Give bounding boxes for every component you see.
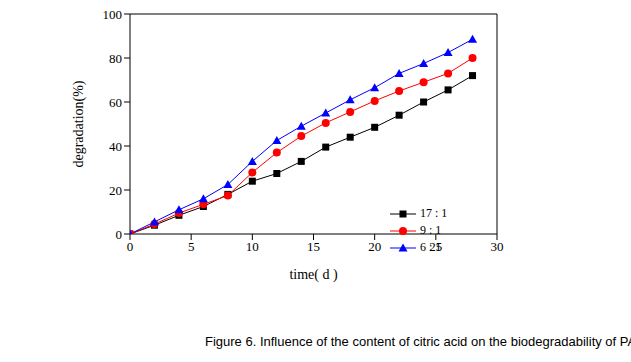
svg-text:10: 10 — [246, 239, 259, 254]
svg-text:30: 30 — [491, 239, 504, 254]
svg-text:degradation(%): degradation(%) — [71, 80, 87, 167]
svg-text:0: 0 — [127, 239, 134, 254]
svg-text:time( d ): time( d ) — [289, 267, 338, 283]
svg-text:20: 20 — [368, 239, 381, 254]
svg-text:80: 80 — [109, 51, 122, 66]
svg-text:20: 20 — [109, 183, 122, 198]
svg-text:0: 0 — [116, 227, 123, 242]
svg-text:5: 5 — [188, 239, 195, 254]
svg-text:25: 25 — [429, 239, 442, 254]
svg-text:100: 100 — [103, 7, 123, 22]
svg-text:15: 15 — [307, 239, 320, 254]
svg-text:40: 40 — [109, 139, 122, 154]
svg-text:60: 60 — [109, 95, 122, 110]
